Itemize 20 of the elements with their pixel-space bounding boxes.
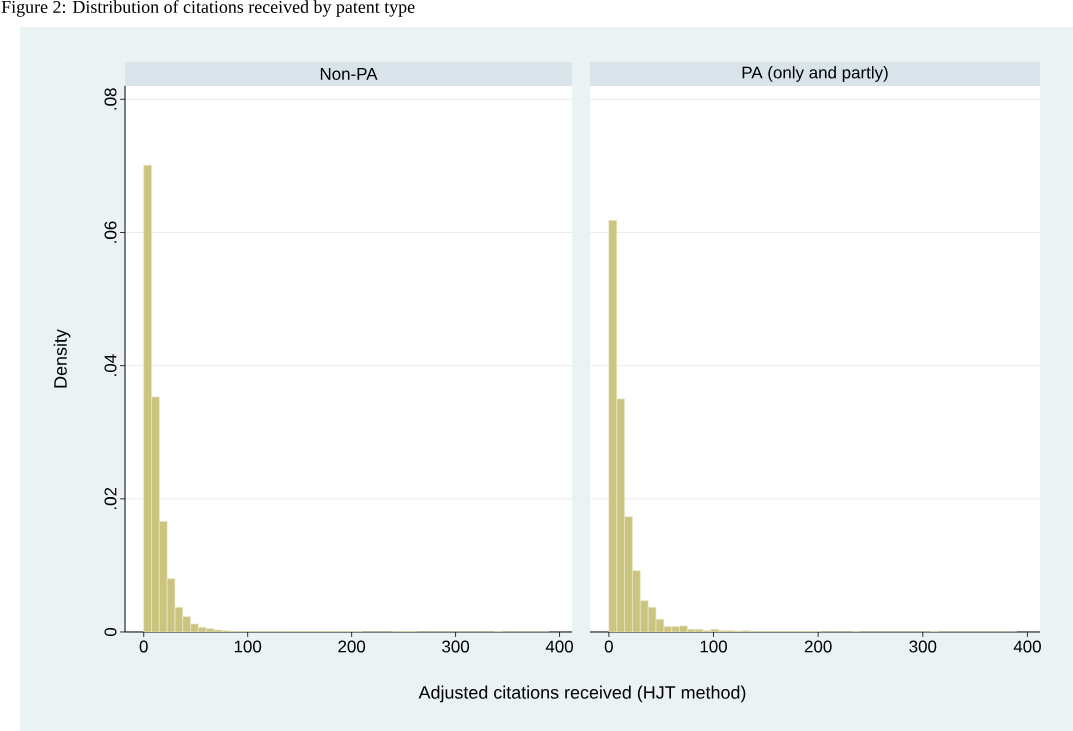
y-tick-label: .02: [104, 487, 117, 510]
x-tick-label: 0: [604, 640, 613, 653]
x-tick-label: 200: [338, 640, 366, 653]
chart-title: PA (only and partly): [742, 66, 888, 82]
x-tick-label: 0: [139, 640, 148, 653]
x-tick-label: 400: [545, 640, 573, 653]
x-tick-label: 300: [909, 640, 937, 653]
y-tick-label: .08: [104, 88, 117, 110]
y-tick-label: .04: [104, 354, 117, 376]
caption: Figure 2: Distribution of citations received by patent type: [1, 0, 415, 17]
y-tick-label: 0: [104, 627, 117, 637]
y-tick-label: .06: [104, 221, 117, 243]
x-tick-label: 200: [804, 640, 832, 653]
x-tick-label: 300: [442, 640, 470, 653]
x-tick-label: 100: [234, 640, 262, 653]
x-tick-label: 100: [700, 640, 727, 653]
chart-title: Non-PA: [320, 68, 378, 80]
x-tick-label: 400: [1013, 640, 1041, 653]
y-axis-title: Density: [53, 329, 71, 388]
x-axis-title: Adjusted citations received (HJT method): [418, 685, 746, 703]
